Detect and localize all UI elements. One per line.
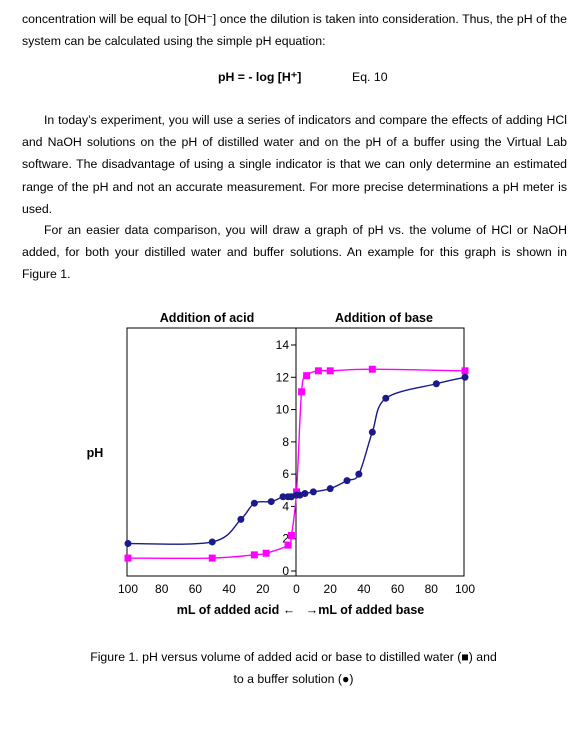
data-point-circle [382, 394, 390, 402]
y-tick-label: 2 [282, 532, 289, 546]
y-tick-label: 8 [282, 435, 289, 449]
data-point-square [124, 554, 132, 562]
data-point-square [368, 365, 376, 373]
series-square [124, 365, 469, 562]
x-tick-label: 60 [391, 582, 405, 596]
x-tick-label: 20 [324, 582, 338, 596]
x-axis-label-base: →mL of added base [306, 603, 425, 617]
equation-formula: pH = - log [H⁺] [218, 70, 302, 84]
y-tick-label: 6 [282, 467, 289, 481]
x-tick-label: 100 [118, 582, 138, 596]
data-point-circle [309, 488, 317, 496]
data-series [124, 365, 469, 562]
equation-number: Eq. 10 [352, 70, 388, 84]
chart-title-left: Addition of acid [160, 311, 254, 325]
data-point-circle [267, 498, 275, 506]
ph-chart: Addition of acid Addition of base pH 100… [87, 311, 476, 617]
data-point-circle [124, 540, 132, 548]
data-point-square [250, 551, 258, 559]
y-tick-label: 12 [276, 370, 290, 384]
x-tick-label: 60 [189, 582, 203, 596]
x-tick-label: 80 [425, 582, 439, 596]
series-circle [124, 373, 469, 548]
data-point-square [284, 541, 292, 549]
paragraph-experiment: In today’s experiment, you will use a se… [22, 113, 567, 216]
paragraph-graph-instructions: For an easier data comparison, you will … [22, 223, 567, 282]
data-point-square [314, 367, 322, 375]
y-tick-label: 4 [282, 499, 289, 513]
data-point-circle [368, 428, 376, 436]
y-axis-label: pH [87, 446, 104, 460]
y-tick-labels: 0 2 4 6 8 10 12 14 [276, 338, 296, 578]
data-point-circle [279, 493, 287, 501]
data-point-circle [250, 499, 258, 507]
data-point-circle [355, 470, 363, 478]
data-point-square [326, 367, 334, 375]
data-point-square [298, 388, 306, 396]
data-point-circle [237, 515, 245, 523]
data-point-square [461, 367, 469, 375]
y-tick-label: 10 [276, 403, 290, 417]
x-tick-label: 40 [222, 582, 236, 596]
x-tick-label: 20 [256, 582, 270, 596]
x-tick-label: 0 [293, 582, 300, 596]
data-point-circle [301, 490, 309, 498]
x-tick-labels: 100 80 60 40 20 0 20 40 60 80 100 [118, 582, 475, 596]
data-point-square [287, 531, 295, 539]
x-tick-label: 80 [155, 582, 169, 596]
data-point-square [208, 554, 216, 562]
intro-paragraph: concentration will be equal to [OH⁻] onc… [22, 12, 567, 49]
x-axis-label-acid: mL of added acid ← [177, 603, 296, 617]
x-tick-label: 40 [357, 582, 371, 596]
data-point-square [303, 372, 311, 380]
data-point-circle [432, 380, 440, 388]
y-tick-label: 14 [276, 338, 290, 352]
figure-caption-line1: Figure 1. pH versus volume of added acid… [90, 650, 497, 664]
x-tick-label: 100 [455, 582, 475, 596]
y-tick-label: 0 [282, 564, 289, 578]
data-point-circle [326, 485, 334, 493]
data-point-circle [343, 477, 351, 485]
data-point-circle [208, 538, 216, 546]
data-point-square [262, 549, 270, 557]
figure-caption-line2: to a buffer solution (●) [233, 672, 354, 686]
data-point-circle [461, 373, 469, 381]
chart-title-right: Addition of base [335, 311, 433, 325]
